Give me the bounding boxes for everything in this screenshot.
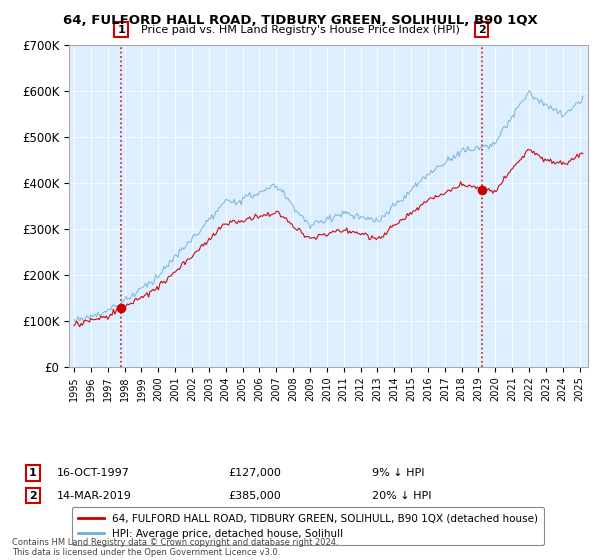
Text: 2: 2 (29, 491, 37, 501)
Legend: 64, FULFORD HALL ROAD, TIDBURY GREEN, SOLIHULL, B90 1QX (detached house), HPI: A: 64, FULFORD HALL ROAD, TIDBURY GREEN, SO… (71, 507, 544, 545)
Text: £385,000: £385,000 (228, 491, 281, 501)
Text: 20% ↓ HPI: 20% ↓ HPI (372, 491, 431, 501)
Text: 1: 1 (29, 468, 37, 478)
Text: 64, FULFORD HALL ROAD, TIDBURY GREEN, SOLIHULL, B90 1QX: 64, FULFORD HALL ROAD, TIDBURY GREEN, SO… (62, 14, 538, 27)
Text: 16-OCT-1997: 16-OCT-1997 (57, 468, 130, 478)
Point (116, 304, 126, 313)
Text: 2: 2 (478, 25, 486, 35)
Text: 14-MAR-2019: 14-MAR-2019 (57, 491, 132, 501)
Text: Price paid vs. HM Land Registry's House Price Index (HPI): Price paid vs. HM Land Registry's House … (140, 25, 460, 35)
Text: £127,000: £127,000 (228, 468, 281, 478)
Text: 1: 1 (117, 25, 125, 35)
Text: 9% ↓ HPI: 9% ↓ HPI (372, 468, 425, 478)
Point (477, 185, 487, 194)
Text: Contains HM Land Registry data © Crown copyright and database right 2024.
This d: Contains HM Land Registry data © Crown c… (12, 538, 338, 557)
